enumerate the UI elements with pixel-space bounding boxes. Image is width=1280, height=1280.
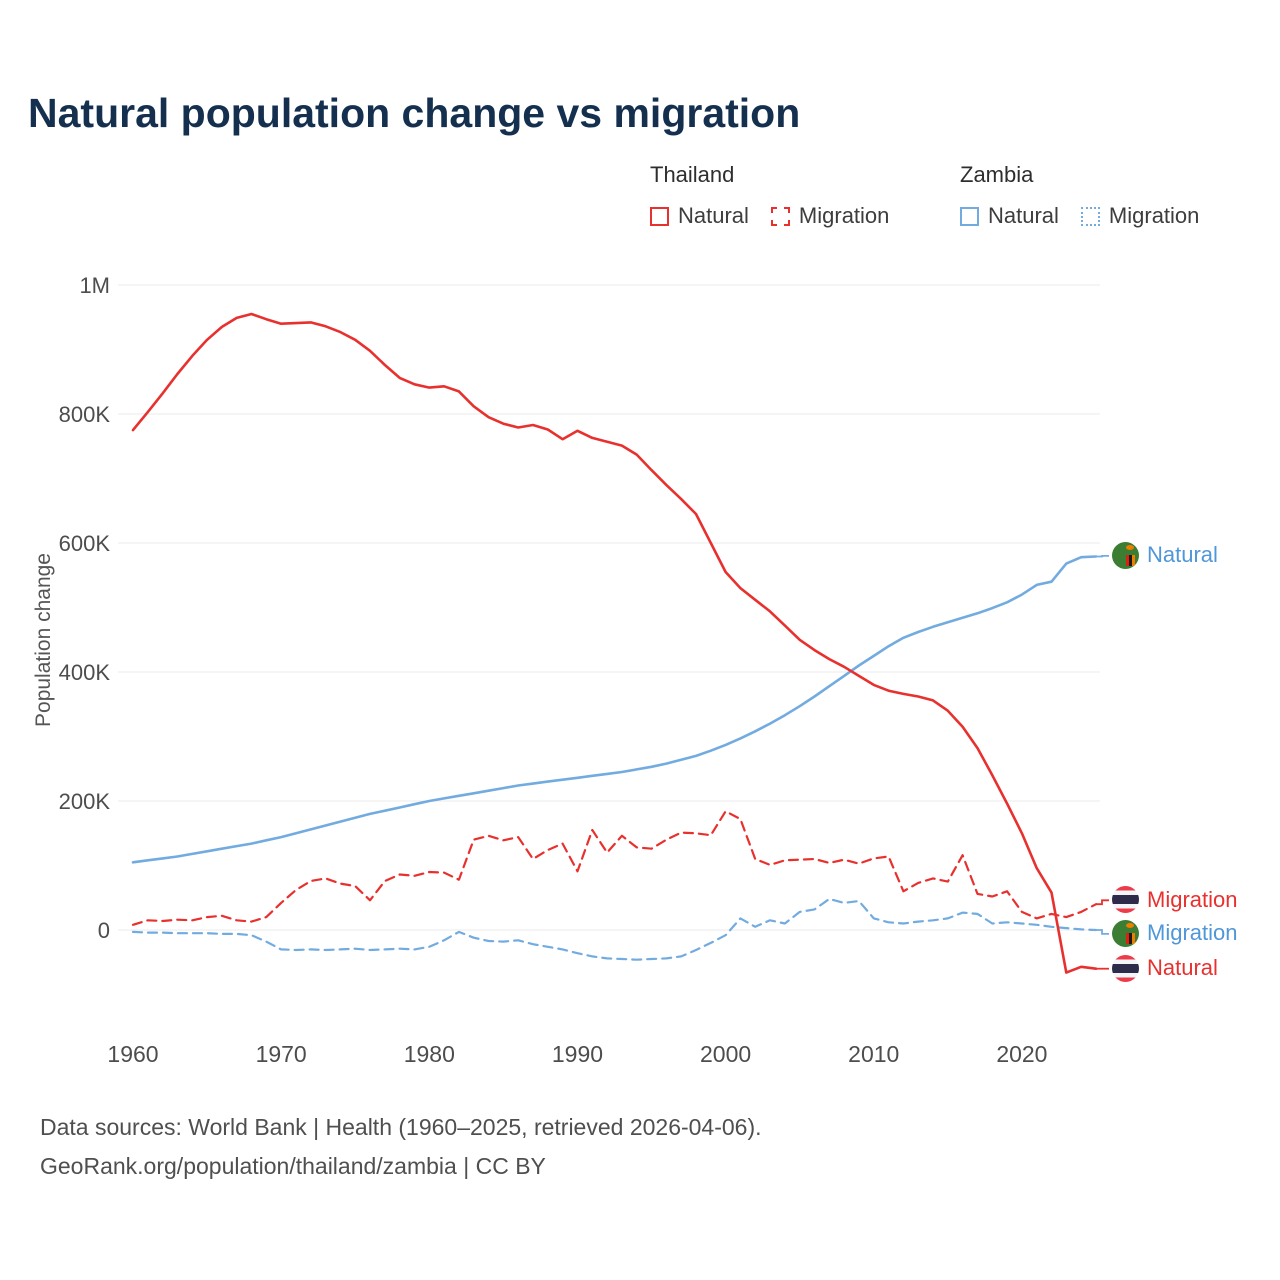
x-tick-label: 2000	[700, 1041, 751, 1067]
page-title: Natural population change vs migration	[28, 90, 801, 136]
series-label-text: Migration	[1147, 886, 1238, 912]
legend-group-zambia: Zambia Natural Migration	[960, 162, 1199, 229]
legend-item-zambia-migration[interactable]: Migration	[1080, 203, 1200, 229]
series-label-zambia-migration: Migration	[1112, 919, 1238, 947]
x-tick-label: 1980	[404, 1041, 455, 1067]
legend-item-label: Migration	[798, 203, 890, 228]
zambia-flag-icon	[1112, 541, 1139, 569]
y-tick-label: 200K	[59, 789, 111, 814]
legend-row-thailand: Natural Migration	[650, 203, 889, 229]
footer-attribution: GeoRank.org/population/thailand/zambia |…	[40, 1153, 546, 1179]
thailand-natural-swatch-icon	[650, 206, 669, 226]
label-connector-thailand-migration	[1096, 899, 1109, 906]
series-label-zambia-natural: Natural	[1112, 541, 1218, 569]
x-tick-label: 2010	[848, 1041, 899, 1067]
legend-item-thailand-migration[interactable]: Migration	[770, 203, 890, 229]
series-label-text: Migration	[1147, 920, 1238, 946]
zambia-natural-swatch-icon	[960, 206, 979, 226]
legend-item-label: Natural	[678, 203, 749, 228]
legend-country-zambia: Zambia	[960, 162, 1034, 187]
x-tick-label: 1990	[552, 1041, 603, 1067]
x-tick-label: 1960	[107, 1041, 158, 1067]
y-tick-label: 1M	[79, 273, 110, 298]
footer: Data sources: World Bank | Health (1960–…	[40, 1108, 762, 1186]
legend-item-zambia-natural[interactable]: Natural	[960, 203, 1059, 229]
series-label-thailand-migration: Migration	[1112, 886, 1238, 914]
series-line-thailand-migration	[131, 810, 1098, 926]
x-tick-label: 2020	[996, 1041, 1047, 1067]
legend-item-label: Natural	[988, 203, 1059, 228]
zambia-flag-icon	[1112, 919, 1139, 947]
legend-item-label: Migration	[1108, 203, 1200, 228]
series-line-thailand-natural	[131, 312, 1098, 974]
y-axis-title: Population change	[32, 553, 55, 727]
series-line-zambia-natural	[131, 555, 1098, 864]
legend-group-thailand: Thailand Natural Migration	[650, 162, 889, 229]
legend-row-zambia: Natural Migration	[960, 203, 1199, 229]
y-tick-label: 0	[98, 918, 110, 943]
y-tick-label: 400K	[59, 660, 111, 685]
legend-country-thailand: Thailand	[650, 162, 735, 187]
label-connector-zambia-natural	[1096, 555, 1109, 558]
thailand-flag-icon	[1112, 886, 1139, 914]
thailand-flag-icon	[1112, 954, 1139, 982]
series-label-thailand-natural: Natural	[1112, 954, 1218, 982]
x-tick-label: 1970	[256, 1041, 307, 1067]
legend-item-thailand-natural[interactable]: Natural	[650, 203, 749, 229]
series-label-text: Natural	[1147, 955, 1218, 981]
y-tick-label: 600K	[59, 531, 111, 556]
footer-sources: Data sources: World Bank | Health (1960–…	[40, 1114, 762, 1140]
y-tick-label: 800K	[59, 402, 111, 427]
series-line-zambia-migration	[131, 897, 1098, 961]
series-label-text: Natural	[1147, 542, 1218, 568]
thailand-migration-swatch-icon	[770, 206, 790, 226]
label-connector-zambia-migration	[1096, 929, 1109, 935]
zambia-migration-swatch-icon	[1080, 206, 1100, 226]
